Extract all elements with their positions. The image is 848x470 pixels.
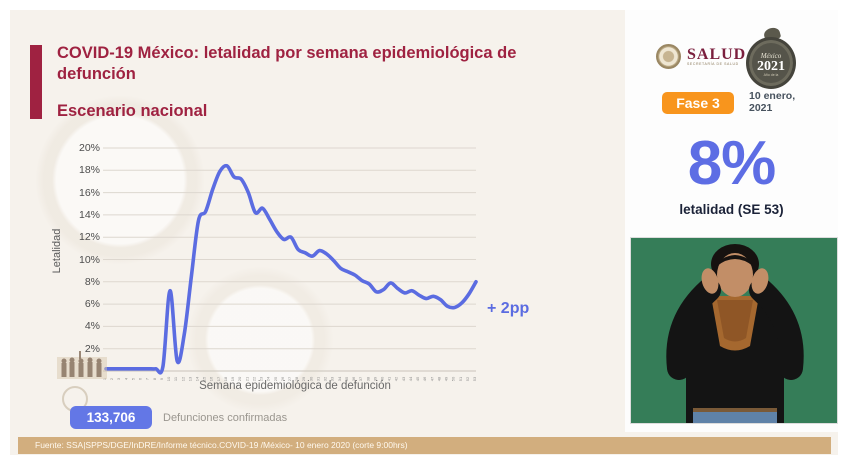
- deaths-count-badge: 133,706: [70, 406, 152, 429]
- svg-text:23: 23: [259, 376, 264, 381]
- svg-text:32: 32: [323, 376, 328, 381]
- svg-text:50: 50: [451, 376, 456, 381]
- lethality-stat-label: letalidad (SE 53): [679, 202, 784, 217]
- svg-text:16: 16: [209, 376, 214, 381]
- y-axis-labels: 2% 4% 6% 8% 10% 12% 14% 16% 18% 20%: [60, 135, 100, 381]
- salud-subtitle: SECRETARÍA DE SALUD: [687, 62, 739, 66]
- y-tick-label: 16%: [78, 186, 100, 199]
- svg-text:42: 42: [394, 376, 399, 381]
- title-accent-bar: [30, 45, 42, 119]
- svg-text:7: 7: [145, 377, 150, 380]
- svg-text:6: 6: [138, 377, 143, 380]
- svg-text:20: 20: [237, 376, 242, 381]
- lethality-line-chart: 1234567891011121314151617181920212223242…: [103, 147, 478, 381]
- svg-text:43: 43: [401, 376, 406, 381]
- confirmed-deaths: 133,706 Defunciones confirmadas: [70, 406, 287, 429]
- y-tick-label: 14%: [78, 208, 100, 221]
- svg-text:13: 13: [187, 376, 192, 381]
- svg-text:1: 1: [103, 377, 107, 380]
- svg-text:3: 3: [116, 377, 121, 380]
- y-tick-label: 10%: [78, 253, 100, 266]
- quetzalcoatl-ring-icon: México 2021 Año de la: [746, 37, 796, 89]
- svg-text:26: 26: [280, 376, 285, 381]
- interpreter-figure: [631, 238, 837, 423]
- svg-text:8: 8: [152, 377, 157, 380]
- svg-text:39: 39: [372, 376, 377, 381]
- svg-text:48: 48: [436, 376, 441, 381]
- svg-text:25: 25: [273, 376, 278, 381]
- svg-text:41: 41: [387, 376, 392, 381]
- sign-language-interpreter-video: [630, 237, 838, 424]
- y-tick-label: 2%: [84, 342, 100, 355]
- svg-text:28: 28: [294, 376, 299, 381]
- source-footer: Fuente: SSA|SPPS/DGE/InDRE/Informe técni…: [18, 437, 831, 454]
- date-line2: 2021: [749, 101, 773, 114]
- svg-text:51: 51: [458, 376, 463, 381]
- svg-text:2: 2: [109, 377, 114, 380]
- svg-text:21: 21: [244, 376, 249, 381]
- svg-text:22: 22: [251, 376, 256, 381]
- svg-text:18: 18: [223, 376, 228, 381]
- lethality-stat-value: 8%: [687, 129, 777, 198]
- mexico-2021-logo: México 2021 Año de la: [744, 26, 798, 92]
- eagle-seal-icon: [656, 44, 681, 69]
- svg-text:10: 10: [166, 376, 171, 381]
- svg-text:27: 27: [287, 376, 292, 381]
- svg-text:31: 31: [315, 376, 320, 381]
- svg-text:5: 5: [130, 377, 135, 380]
- svg-text:15: 15: [202, 376, 207, 381]
- year-label: 2021: [757, 59, 785, 74]
- phase-badge: Fase 3: [662, 92, 734, 114]
- svg-text:46: 46: [422, 376, 427, 381]
- svg-text:53: 53: [472, 376, 477, 381]
- svg-text:52: 52: [465, 376, 470, 381]
- svg-text:45: 45: [415, 376, 420, 381]
- svg-text:9: 9: [159, 377, 164, 380]
- svg-text:30: 30: [308, 376, 313, 381]
- page-title: COVID-19 México: letalidad por semana ep…: [57, 44, 517, 83]
- svg-text:29: 29: [301, 376, 306, 381]
- x-axis-title: Semana epidemiológica de defunción: [199, 380, 391, 392]
- svg-text:11: 11: [173, 376, 178, 381]
- y-tick-label: 12%: [78, 231, 100, 244]
- chart-end-annotation: + 2pp: [487, 300, 530, 317]
- mexico-label: México: [760, 52, 782, 60]
- svg-text:36: 36: [351, 376, 356, 381]
- y-tick-label: 20%: [78, 142, 100, 154]
- year-sublabel: Año de la: [763, 73, 779, 77]
- date-line1: 10 enero,: [749, 90, 796, 102]
- y-tick-label: 4%: [84, 320, 100, 333]
- svg-text:4: 4: [123, 377, 128, 380]
- svg-text:49: 49: [444, 376, 449, 381]
- historical-figures-watermark: [57, 351, 107, 379]
- svg-text:34: 34: [337, 376, 342, 381]
- svg-text:47: 47: [429, 376, 434, 381]
- date-text: 10 enero, 2021: [749, 90, 796, 114]
- svg-text:44: 44: [408, 376, 413, 381]
- svg-text:17: 17: [216, 376, 221, 381]
- svg-text:33: 33: [330, 376, 335, 381]
- svg-text:24: 24: [266, 376, 271, 381]
- svg-text:38: 38: [365, 376, 370, 381]
- y-tick-label: 8%: [84, 275, 100, 288]
- svg-text:19: 19: [230, 376, 235, 381]
- svg-text:35: 35: [344, 376, 349, 381]
- svg-text:40: 40: [380, 376, 385, 381]
- svg-text:37: 37: [358, 376, 363, 381]
- page-subtitle: Escenario nacional: [57, 102, 208, 120]
- y-tick-label: 6%: [84, 298, 100, 311]
- svg-text:14: 14: [195, 376, 200, 381]
- svg-text:12: 12: [180, 376, 185, 381]
- y-tick-label: 18%: [78, 164, 100, 177]
- deaths-label: Defunciones confirmadas: [163, 411, 288, 424]
- salud-logo: SALUD SECRETARÍA DE SALUD: [656, 44, 746, 69]
- salud-wordmark: SALUD: [687, 46, 747, 63]
